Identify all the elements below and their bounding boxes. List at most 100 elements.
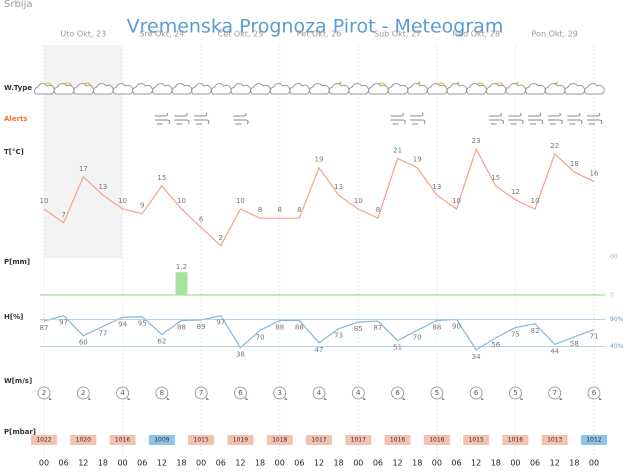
value-label: 10 xyxy=(177,197,186,205)
wind-circle xyxy=(155,386,169,400)
pressure-label: 1016 xyxy=(508,437,523,444)
value-label: 8 xyxy=(277,206,281,214)
value-label: 88 xyxy=(275,324,284,332)
value-label: 19 xyxy=(315,156,324,164)
wind-label: 6 xyxy=(395,389,400,397)
hour-label: 06 xyxy=(530,459,540,468)
weather-icon xyxy=(564,83,586,95)
pressure-box xyxy=(148,435,175,445)
wind-arrow xyxy=(481,397,485,400)
value-label: 10 xyxy=(354,197,363,205)
wind-alert xyxy=(194,112,210,125)
wind-label: 2 xyxy=(81,389,85,397)
wind-circle xyxy=(391,386,404,400)
pressure-label: 1017 xyxy=(311,437,326,444)
weather-icon xyxy=(584,83,605,95)
value-label: 87 xyxy=(373,324,382,332)
pressure-box xyxy=(541,435,568,445)
wind-label: 5 xyxy=(513,389,517,397)
value-label: 1.2 xyxy=(176,263,187,271)
wind-arrow xyxy=(520,397,524,400)
hour-label: 18 xyxy=(491,459,501,468)
y-tick-label: 00 xyxy=(610,254,618,261)
location: Srbija xyxy=(4,0,33,10)
wind-circle xyxy=(430,386,444,400)
cloud xyxy=(426,83,448,95)
alert-glyph xyxy=(233,112,249,125)
hour-label: 00 xyxy=(353,459,363,468)
wind-arrow xyxy=(166,397,170,400)
row-label: W.Type xyxy=(4,84,32,92)
hour-label: 06 xyxy=(294,459,304,468)
cloud xyxy=(466,83,487,95)
wind-alert xyxy=(567,112,583,125)
wind-alert xyxy=(547,112,563,125)
pressure-label: 1018 xyxy=(272,437,287,444)
day-label: Pet Okt, 26 xyxy=(297,30,341,39)
weather-icon xyxy=(151,83,173,95)
wind-label: 2 xyxy=(42,389,46,397)
wind-label: 6 xyxy=(238,389,243,397)
value-label: 88 xyxy=(177,324,186,332)
value-label: 13 xyxy=(98,183,107,191)
value-label: 34 xyxy=(472,353,481,361)
hour-label: 00 xyxy=(275,459,285,468)
weather-icon xyxy=(368,82,389,95)
pressure-label: 1016 xyxy=(390,437,405,444)
weather-icon xyxy=(407,81,428,95)
hour-label: 18 xyxy=(255,459,265,468)
wind-alert xyxy=(508,112,524,125)
value-label: 6 xyxy=(199,215,204,223)
cloud xyxy=(348,83,369,95)
wind-arrow xyxy=(402,397,406,400)
hour-label: 06 xyxy=(137,459,147,468)
wind-arrow xyxy=(324,397,327,400)
alert-glyph xyxy=(567,112,583,125)
day-label: Ned Okt, 28 xyxy=(452,30,500,39)
pressure-label: 1009 xyxy=(154,437,169,444)
value-label: 85 xyxy=(354,325,363,333)
alert-glyph xyxy=(154,112,171,125)
cloud xyxy=(368,83,389,95)
pressure-box xyxy=(423,435,450,445)
row-label: P[mm] xyxy=(4,258,30,266)
value-label: 15 xyxy=(491,174,500,182)
wind-circle xyxy=(194,386,208,400)
value-label: 82 xyxy=(531,327,540,335)
value-label: 8 xyxy=(258,206,262,214)
hour-label: 12 xyxy=(550,459,560,468)
value-label: 87 xyxy=(40,324,49,332)
wind-alert xyxy=(410,112,426,125)
weather-icon xyxy=(289,83,311,95)
weather-icon xyxy=(230,83,252,95)
wind-label: 4 xyxy=(356,389,361,397)
wind-alert xyxy=(154,112,171,125)
wind-label: 7 xyxy=(552,389,556,397)
weather-icon xyxy=(466,82,487,95)
wind-label: 7 xyxy=(199,389,203,397)
value-label: 58 xyxy=(570,340,579,348)
hour-label: 18 xyxy=(569,459,579,468)
pressure-label: 1015 xyxy=(469,437,484,444)
wind-circle xyxy=(37,386,51,400)
cloud xyxy=(230,83,252,95)
weather-icon xyxy=(446,81,468,95)
value-label: 13 xyxy=(432,183,441,191)
wind-circle xyxy=(76,386,90,400)
cloud xyxy=(387,83,409,95)
hour-label: 06 xyxy=(216,459,226,468)
hour-label: 00 xyxy=(117,459,127,468)
alert-glyph xyxy=(547,112,563,125)
wind-label: 4 xyxy=(317,389,322,397)
current-day-shade xyxy=(44,45,122,258)
cloud xyxy=(132,83,153,95)
value-label: 10 xyxy=(452,197,461,205)
cloud xyxy=(191,83,212,95)
precip-bar xyxy=(175,272,188,295)
wind-label: 6 xyxy=(474,389,479,397)
value-label: 89 xyxy=(197,323,206,331)
title: Vremenska Prognoza Pirot - Meteogram xyxy=(127,16,504,38)
value-label: 95 xyxy=(138,320,147,328)
wind-label: 5 xyxy=(435,389,439,397)
